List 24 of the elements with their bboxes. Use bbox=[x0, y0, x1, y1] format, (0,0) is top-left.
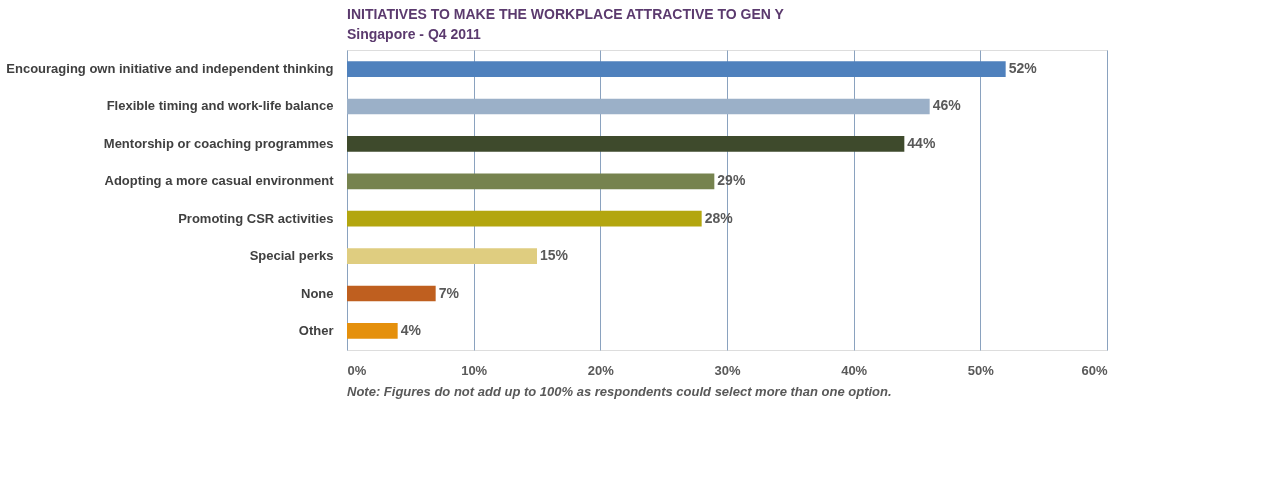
x-tick-label: 10% bbox=[461, 362, 488, 378]
y-tick-label: Other bbox=[298, 322, 334, 338]
y-tick-label: Flexible timing and work-life balance bbox=[106, 98, 334, 114]
x-tick-label: 60% bbox=[1081, 362, 1108, 378]
data-label: 15% bbox=[540, 247, 569, 264]
y-tick-label: None bbox=[301, 285, 334, 301]
y-tick-label: Promoting CSR activities bbox=[178, 210, 334, 226]
data-label: 52% bbox=[1008, 60, 1038, 77]
data-label: 46% bbox=[932, 97, 962, 114]
y-tick-label: Mentorship or coaching programmes bbox=[103, 135, 334, 151]
x-tick-label: 0% bbox=[347, 362, 367, 378]
y-tick-label: Adopting a more casual environment bbox=[104, 173, 335, 189]
y-tick-label: Special perks bbox=[249, 248, 334, 264]
y-tick-label: Encouraging own initiative and independent thinking bbox=[6, 61, 334, 77]
text: Note: Figures do not add up to 100% as respondents could select more than one option. bbox=[347, 384, 892, 399]
data-label: 4% bbox=[400, 321, 422, 338]
data-label: 7% bbox=[438, 284, 460, 301]
x-tick-label: 50% bbox=[967, 362, 995, 378]
x-tick-label: 30% bbox=[714, 362, 741, 378]
chart-subtitle: Singapore - Q4 2011 bbox=[347, 26, 482, 42]
x-tick-label: 40% bbox=[841, 362, 868, 378]
chart-title: INITIATIVES TO MAKE THE WORKPLACE ATTRACTIVE TO GEN Y bbox=[347, 6, 785, 22]
data-label: 44% bbox=[907, 134, 936, 151]
x-tick-label: 20% bbox=[587, 362, 615, 378]
